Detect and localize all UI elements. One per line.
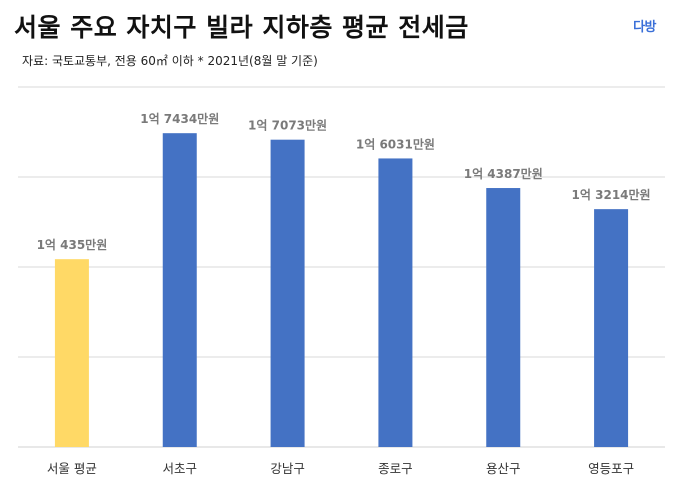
category-label-4: 종로구 [378, 461, 413, 476]
category-label-1: 서울 평균 [47, 461, 97, 476]
bar-4 [378, 158, 413, 447]
data-label-5: 1억 4387만원 [464, 166, 543, 181]
source-note: 자료: 국토교통부, 전용 60㎡ 이하 * 2021년(8월 말 기준) [22, 54, 318, 68]
category-label-3: 강남구 [270, 461, 305, 476]
bar-3 [270, 139, 305, 447]
data-label-2: 1억 7434만원 [140, 111, 219, 126]
data-label-3: 1억 7073만원 [248, 118, 327, 133]
data-label-4: 1억 6031만원 [356, 136, 435, 151]
category-label-5: 용산구 [486, 461, 521, 476]
bar-5 [486, 188, 521, 447]
data-label-6: 1억 3214만원 [572, 187, 651, 202]
data-label-1: 1억 435만원 [37, 237, 108, 252]
bar-6 [594, 209, 629, 447]
dabang-logo: 다방 [633, 20, 656, 35]
bar-2 [162, 133, 197, 448]
chart-title: 서울 주요 자치구 빌라 지하층 평균 전세금 [14, 13, 469, 42]
bar-1 [54, 259, 89, 447]
category-label-6: 영등포구 [588, 461, 634, 476]
category-label-2: 서초구 [162, 461, 197, 476]
